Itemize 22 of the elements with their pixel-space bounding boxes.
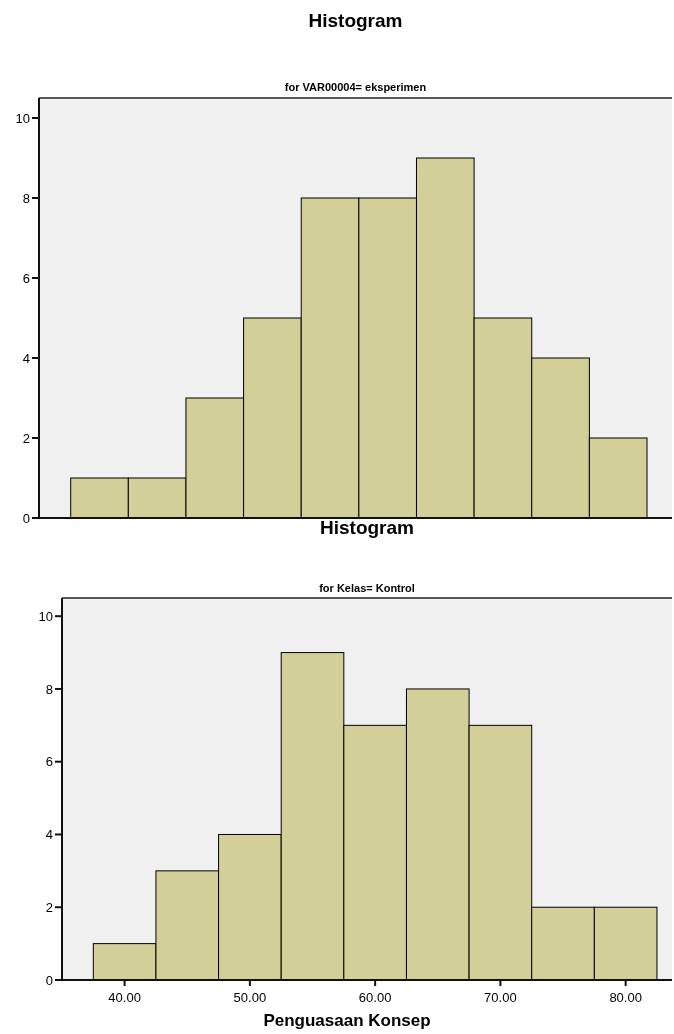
chart-subtitle: for VAR00004= eksperimen (284, 81, 427, 93)
x-tick-label: 50.00 (233, 990, 267, 1005)
y-tick-label: 8 (22, 190, 30, 206)
y-tick-label: 2 (22, 430, 30, 446)
chart-title: Histogram (320, 517, 414, 538)
x-tick-label: 70.00 (484, 990, 517, 1005)
y-tick-label: 6 (22, 270, 30, 286)
y-tick-label: 4 (45, 827, 53, 843)
chart-subtitle: for Kelas= Kontrol (319, 582, 415, 594)
y-tick-label: 0 (22, 510, 30, 526)
y-tick-label: 8 (45, 681, 53, 697)
y-tick-label: 2 (45, 899, 53, 915)
y-tick-label: 0 (45, 972, 53, 988)
chart-title: Histogram (308, 10, 403, 31)
x-tick-label: 40.00 (108, 990, 141, 1005)
y-tick-label: 4 (22, 350, 30, 366)
x-tick-label: 80.00 (609, 990, 642, 1005)
y-tick-label: 10 (38, 608, 53, 624)
y-tick-label: 10 (15, 110, 30, 126)
y-tick-label: 6 (45, 754, 53, 770)
x-tick-label: 60.00 (358, 990, 392, 1005)
x-axis-title: Penguasaan Konsep (263, 1011, 431, 1030)
